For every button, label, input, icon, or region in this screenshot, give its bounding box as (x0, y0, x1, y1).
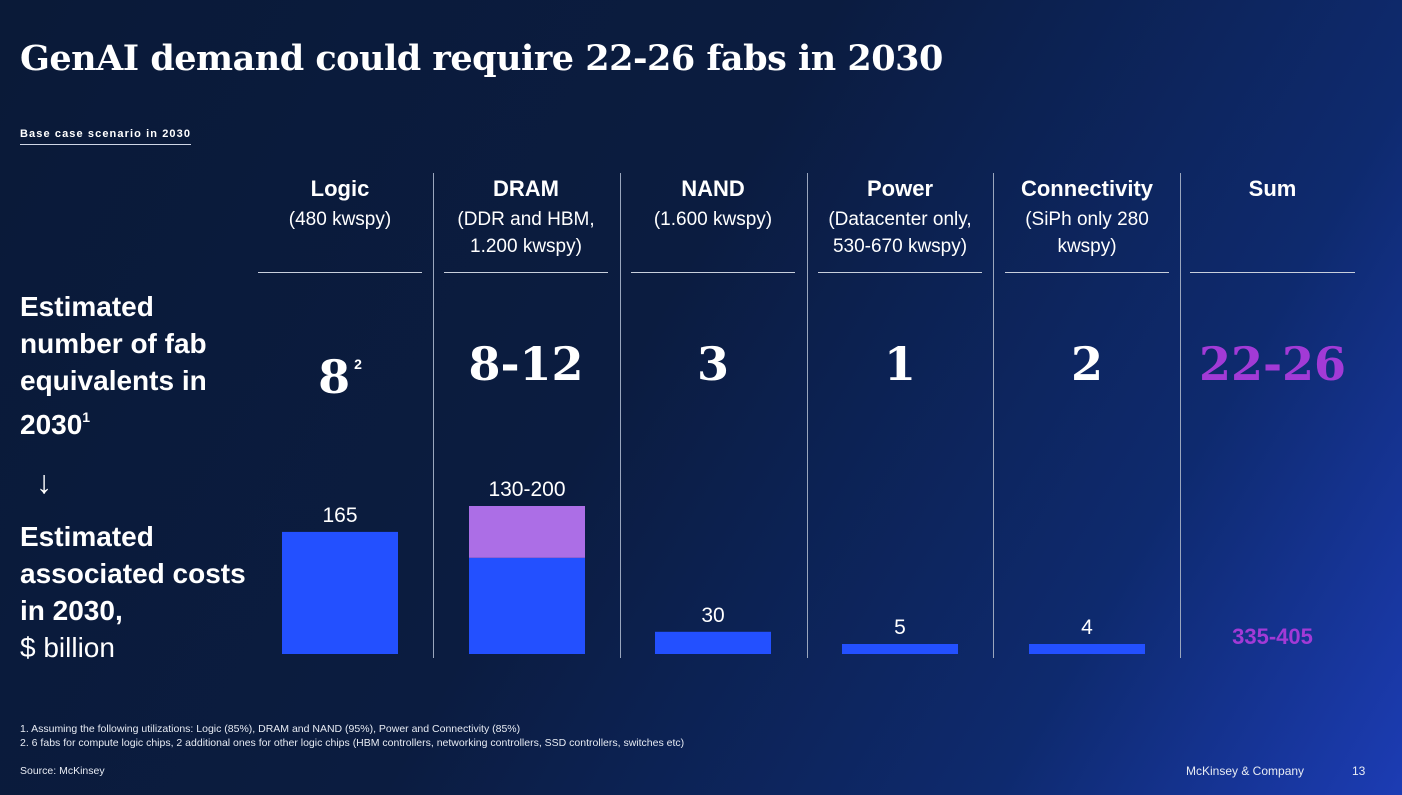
bar-dram-range (469, 506, 585, 558)
fab-number: 1 (883, 337, 916, 391)
col-header-logic: Logic (480 kwspy) (258, 172, 422, 233)
bar-logic-base (282, 531, 398, 654)
col-name: Connectivity (1020, 176, 1154, 201)
slide-title: GenAI demand could require 22-26 fabs in… (20, 38, 943, 79)
header-underline (258, 272, 422, 273)
fab-value-nand: 3 (631, 336, 795, 392)
col-detail: (SiPh only 280 (1025, 209, 1149, 230)
col-header-dram: DRAM (DDR and HBM, 1.200 kwspy) (444, 172, 608, 260)
row-label-costs: Estimated associated costs in 2030, $ bi… (20, 518, 260, 666)
col-detail: (480 kwspy) (288, 209, 392, 230)
col-name: Power (866, 176, 934, 201)
footnote-ref: 2 (354, 356, 362, 372)
column-divider (433, 173, 434, 658)
row-label-unit: $ billion (20, 632, 115, 663)
footnotes: 1. Assuming the following utilizations: … (20, 722, 684, 750)
fab-number: 2 (1070, 337, 1103, 391)
data-label-logic: 165 (322, 504, 357, 527)
fab-value-sum: 22-26 (1190, 336, 1355, 392)
row-label-text: Estimated number of fab equivalents in 2… (20, 291, 207, 440)
footnote-ref: 1 (82, 409, 91, 425)
header-underline (1005, 272, 1169, 273)
arrow-down-icon: ↓ (36, 464, 52, 500)
fab-number: 3 (696, 337, 729, 391)
row-label-fab-equivalents: Estimated number of fab equivalents in 2… (20, 288, 250, 443)
bar-connectivity-base (1029, 644, 1145, 654)
col-name: NAND (681, 176, 745, 201)
col-detail: kwspy) (1057, 236, 1117, 257)
fab-number: 8 (318, 350, 351, 404)
col-detail: (1.600 kwspy) (653, 209, 773, 230)
col-name: Logic (310, 176, 370, 201)
bar-nand-base (655, 631, 771, 654)
header-underline (444, 272, 608, 273)
column-divider (993, 173, 994, 658)
col-header-sum: Sum (1190, 172, 1355, 206)
column-divider (620, 173, 621, 658)
col-header-nand: NAND (1.600 kwspy) (631, 172, 795, 233)
footnote-2: 2. 6 fabs for compute logic chips, 2 add… (20, 737, 685, 749)
row-label-text: Estimated associated costs in 2030, (20, 521, 246, 626)
data-label-nand: 30 (701, 604, 724, 627)
header-underline (631, 272, 795, 273)
fab-value-connectivity: 2 (1005, 336, 1169, 392)
col-name: Sum (1248, 176, 1297, 201)
fab-number: 8-12 (468, 337, 584, 391)
data-label-power: 5 (894, 616, 906, 639)
data-label-connectivity: 4 (1081, 616, 1093, 639)
source-note: Source: McKinsey (20, 765, 105, 777)
fab-number: 22-26 (1198, 337, 1347, 391)
col-name: DRAM (493, 176, 559, 201)
col-detail: 530-670 kwspy) (832, 236, 968, 257)
data-label-dram: 130-200 (488, 478, 565, 501)
page-number: 13 (1352, 764, 1366, 778)
bar-dram-base (469, 557, 585, 654)
fab-value-dram: 8-12 (444, 336, 608, 392)
col-header-power: Power (Datacenter only, 530-670 kwspy) (811, 172, 989, 260)
col-detail: 1.200 kwspy) (470, 236, 582, 257)
col-detail: (DDR and HBM, (457, 209, 595, 230)
header-underline (1190, 272, 1355, 273)
fab-value-power: 1 (818, 336, 982, 392)
bar-power-base (842, 644, 958, 654)
col-header-connectivity: Connectivity (SiPh only 280 kwspy) (1000, 172, 1174, 260)
header-underline (818, 272, 982, 273)
col-detail: (Datacenter only, (828, 209, 972, 230)
footnote-1: 1. Assuming the following utilizations: … (20, 723, 521, 735)
sum-cost-value: 335-405 (1232, 624, 1313, 649)
column-divider (1180, 173, 1181, 658)
brand-name: McKinsey & Company (1186, 764, 1305, 778)
scenario-subtitle: Base case scenario in 2030 (20, 128, 192, 145)
column-divider (807, 173, 808, 658)
